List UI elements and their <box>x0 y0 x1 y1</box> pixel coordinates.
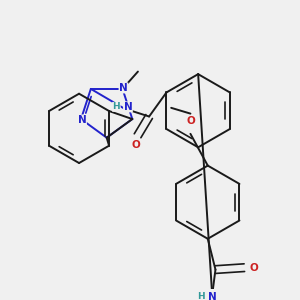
Text: H: H <box>112 102 120 111</box>
Text: O: O <box>250 263 258 273</box>
Text: H: H <box>197 292 205 300</box>
Text: N: N <box>119 83 128 93</box>
Text: O: O <box>131 140 140 150</box>
Text: N: N <box>208 292 217 300</box>
Text: N: N <box>78 115 86 125</box>
Text: O: O <box>186 116 195 126</box>
Text: N: N <box>124 102 132 112</box>
